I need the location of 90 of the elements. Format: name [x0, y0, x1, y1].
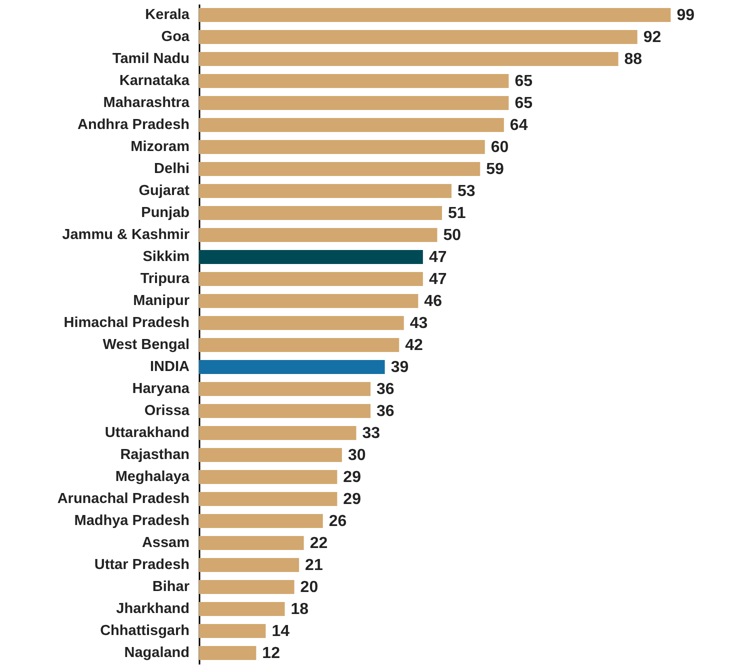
y-tick-label: Sikkim — [142, 249, 190, 265]
data-label: 21 — [305, 557, 323, 574]
bar — [199, 96, 509, 110]
data-label: 20 — [300, 579, 318, 596]
bar — [199, 470, 338, 484]
bar — [199, 580, 294, 594]
y-tick-label: Rajasthan — [120, 447, 190, 463]
y-tick-label: INDIA — [150, 359, 190, 375]
y-tick-label: Meghalaya — [115, 469, 190, 485]
data-label: 65 — [514, 95, 533, 112]
y-tick-label: Uttar Pradesh — [94, 557, 190, 573]
data-label: 65 — [514, 73, 533, 90]
bar — [199, 624, 266, 638]
y-tick-label: Himachal Pradesh — [64, 315, 190, 331]
bar — [199, 162, 480, 176]
data-label: 29 — [343, 469, 362, 486]
data-label: 47 — [428, 249, 447, 266]
bar — [199, 646, 256, 660]
data-label: 14 — [272, 623, 290, 640]
bar — [199, 228, 438, 242]
y-tick-label: Goa — [161, 29, 190, 45]
bar — [199, 536, 304, 550]
bar — [199, 118, 504, 132]
bar — [199, 206, 442, 220]
y-tick-label: Maharashtra — [103, 95, 190, 111]
data-label: 36 — [376, 381, 394, 398]
y-tick-label: Tamil Nadu — [112, 51, 190, 67]
data-label: 26 — [328, 513, 347, 530]
y-tick-label: Uttarakhand — [104, 425, 190, 441]
data-label: 33 — [362, 425, 380, 442]
bar — [199, 382, 371, 396]
data-label: 99 — [676, 7, 695, 24]
data-label: 59 — [486, 161, 504, 178]
y-tick-label: Chhattisgarh — [100, 623, 190, 639]
data-label: 29 — [343, 491, 362, 508]
data-label: 46 — [424, 293, 442, 310]
y-tick-label: West Bengal — [102, 337, 190, 353]
y-tick-label: Tripura — [140, 271, 190, 287]
y-tick-label: Manipur — [133, 293, 190, 309]
data-label: 88 — [624, 51, 642, 68]
data-label: 30 — [348, 447, 366, 464]
y-tick-label: Punjab — [141, 205, 190, 221]
y-tick-label: Haryana — [132, 381, 190, 397]
data-label: 22 — [310, 535, 328, 552]
y-tick-label: Delhi — [154, 161, 190, 177]
y-tick-label: Jammu & Kashmir — [62, 227, 190, 243]
y-tick-label: Madhya Pradesh — [74, 513, 190, 529]
y-tick-label: Arunachal Pradesh — [57, 491, 190, 507]
y-tick-label: Karnataka — [119, 73, 190, 89]
data-label: 53 — [458, 183, 476, 200]
data-label: 18 — [290, 601, 309, 618]
data-label: 60 — [490, 139, 509, 156]
bar — [199, 184, 452, 198]
y-tick-label: Bihar — [152, 579, 190, 595]
y-tick-label: Orissa — [144, 403, 190, 419]
bar — [199, 250, 423, 264]
bar — [199, 404, 371, 418]
bar — [199, 316, 404, 330]
y-tick-label: Gujarat — [138, 183, 190, 199]
y-tick-label: Nagaland — [124, 645, 190, 661]
bar — [199, 426, 356, 440]
data-label: 47 — [428, 271, 447, 288]
data-label: 92 — [643, 29, 662, 46]
data-label: 36 — [376, 403, 394, 420]
bar — [199, 272, 423, 286]
data-label: 43 — [410, 315, 428, 332]
data-label: 64 — [510, 117, 528, 134]
data-label: 51 — [448, 205, 466, 222]
y-tick-label: Mizoram — [130, 139, 190, 155]
bar — [199, 492, 338, 506]
bar — [199, 52, 618, 66]
data-label: 50 — [443, 227, 462, 244]
bar — [199, 360, 385, 374]
bar — [199, 602, 285, 616]
data-label: 39 — [390, 359, 409, 376]
y-tick-label: Andhra Pradesh — [78, 117, 190, 133]
bar — [199, 294, 418, 308]
bar — [199, 338, 400, 352]
data-label: 12 — [262, 645, 280, 662]
bar — [199, 30, 638, 44]
y-tick-label: Assam — [142, 535, 190, 551]
bar — [199, 74, 509, 88]
bar — [199, 558, 300, 572]
y-tick-label: Kerala — [145, 7, 190, 23]
bar — [199, 140, 485, 154]
y-tick-label: Jharkhand — [116, 601, 190, 617]
data-label: 42 — [405, 337, 424, 354]
bar — [199, 514, 323, 528]
bar — [199, 448, 342, 462]
bar — [199, 8, 671, 22]
